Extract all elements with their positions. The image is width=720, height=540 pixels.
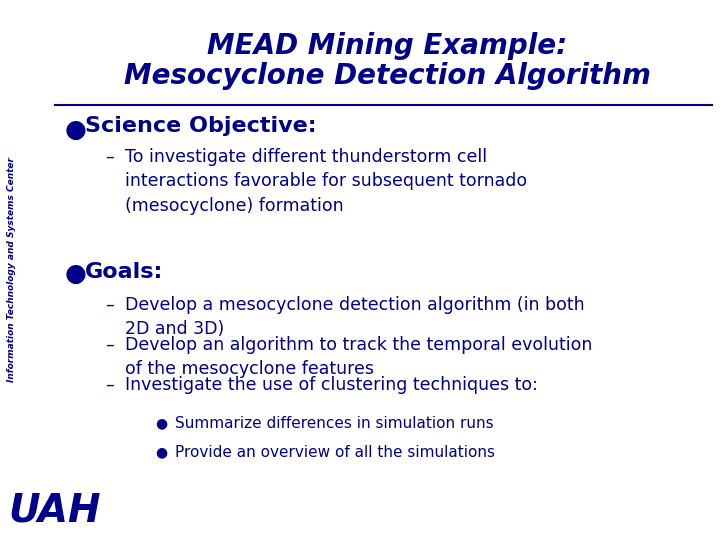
Text: Develop an algorithm to track the temporal evolution
of the mesocyclone features: Develop an algorithm to track the tempor…: [125, 336, 593, 379]
Text: –: –: [105, 148, 114, 166]
Text: Provide an overview of all the simulations: Provide an overview of all the simulatio…: [175, 445, 495, 460]
Text: Investigate the use of clustering techniques to:: Investigate the use of clustering techni…: [125, 376, 538, 394]
Text: ●: ●: [65, 262, 87, 286]
Text: MEAD Mining Example:: MEAD Mining Example:: [207, 32, 567, 60]
Text: –: –: [105, 336, 114, 354]
Text: Mesocyclone Detection Algorithm: Mesocyclone Detection Algorithm: [124, 62, 651, 90]
Text: UAH: UAH: [8, 492, 101, 530]
Text: ●: ●: [65, 118, 87, 142]
Text: Summarize differences in simulation runs: Summarize differences in simulation runs: [175, 416, 494, 431]
Text: Science Objective:: Science Objective:: [85, 116, 317, 136]
Text: ●: ●: [155, 445, 167, 459]
Text: To investigate different thunderstorm cell
interactions favorable for subsequent: To investigate different thunderstorm ce…: [125, 148, 527, 214]
Text: Information Technology and Systems Center: Information Technology and Systems Cente…: [7, 158, 17, 382]
Text: Goals:: Goals:: [85, 262, 163, 282]
Text: Develop a mesocyclone detection algorithm (in both
2D and 3D): Develop a mesocyclone detection algorith…: [125, 296, 585, 338]
Text: –: –: [105, 296, 114, 314]
Text: –: –: [105, 376, 114, 394]
Text: ●: ●: [155, 416, 167, 430]
